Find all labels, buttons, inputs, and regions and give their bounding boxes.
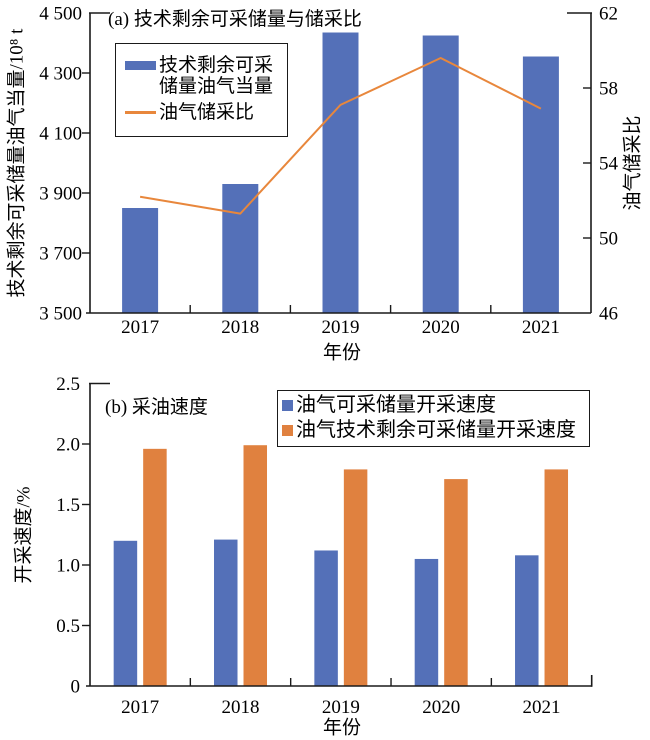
right-tick-label: 58 <box>599 79 618 100</box>
x-tick-label-2020: 2020 <box>422 317 460 338</box>
x-tick-label-2018: 2018 <box>222 697 260 718</box>
legend-entry-reserves-label: 技术剩余可采 储量油气当量 <box>159 55 273 97</box>
legend-ratio-label: 油气储采比 <box>159 102 255 123</box>
x-tick-label-2021: 2021 <box>523 697 561 718</box>
chart-a-left-axis-label: 技术剩余可采储量油气当量/10⁸ t <box>6 28 28 298</box>
line-reserve-production-ratio <box>139 57 542 215</box>
left-tick-label: 1.0 <box>56 556 80 577</box>
left-tick-label: 2.0 <box>56 435 80 456</box>
left-tick-label: 1.5 <box>56 495 80 516</box>
x-tick-label-2018: 2018 <box>221 317 259 338</box>
bar-remaining-rate-2018 <box>243 445 268 686</box>
x-tick-label-2021: 2021 <box>522 317 560 338</box>
right-tick-label: 46 <box>599 304 618 325</box>
chart-b-title: (b) 采油速度 <box>105 397 208 418</box>
bar-recoverable-rate-2018 <box>214 539 238 686</box>
blue-series-swatch <box>282 400 293 411</box>
legend-entry-recoverable-rate: 油气可采储量开采速度 <box>282 393 585 418</box>
orange-series-swatch <box>282 425 293 436</box>
bar-recoverable-rate-2021 <box>515 555 539 686</box>
bar-recoverable-rate-2019 <box>314 550 338 686</box>
bar-reserves-2018 <box>222 184 259 313</box>
x-tick-label-2019: 2019 <box>322 317 360 338</box>
chart-a-reserves-and-ratio: 3 500 3 700 3 900 4 100 4 300 4 500 46 50 54 58 62… <box>6 4 644 364</box>
bar-remaining-rate-2017 <box>143 448 167 686</box>
bar-series-swatch <box>125 61 156 70</box>
chart-a-x-axis-label: 年份 <box>322 342 362 364</box>
bar-reserves-2021 <box>522 56 559 313</box>
left-tick-label: 0.5 <box>56 616 80 637</box>
bar-remaining-rate-2020 <box>444 479 468 686</box>
legend-remaining-rate-label: 油气技术剩余可采储量开采速度 <box>296 419 576 441</box>
line-series-swatch <box>125 111 156 114</box>
left-tick-label: 0 <box>71 677 81 698</box>
x-tick-label-2017: 2017 <box>121 317 159 338</box>
chart-b-x-axis-label: 年份 <box>322 717 362 739</box>
right-tick-label: 62 <box>599 4 618 25</box>
chart-a-plot-area: 3 500 3 700 3 900 4 100 4 300 4 500 46 50 54 58 62… <box>39 4 619 339</box>
bar-recoverable-rate-2020 <box>414 558 439 686</box>
left-tick-label: 3 700 <box>39 244 82 265</box>
left-tick-label: 4 300 <box>39 64 82 85</box>
legend-entry-reserves: 技术剩余可采 储量油气当量 <box>125 55 283 97</box>
chart-a-title: (a) 技术剩余可采储量与储采比 <box>108 9 362 30</box>
chart-b-legend: 油气可采储量开采速度 油气技术剩余可采储量开采速度 <box>277 390 590 447</box>
bar-remaining-rate-2019 <box>343 469 368 686</box>
left-tick-label: 3 500 <box>39 304 82 325</box>
legend-reserves-line1: 技术剩余可采 <box>159 55 274 76</box>
x-tick-label-2020: 2020 <box>422 697 460 718</box>
chart-b-plot-area: 0 0.5 1.0 1.5 2.0 2.5 2017 2018 2019 2020 2021 <box>56 374 593 718</box>
x-tick-label-2017: 2017 <box>121 697 159 718</box>
left-tick-label: 4 100 <box>39 124 82 145</box>
left-tick-label: 3 900 <box>39 184 82 205</box>
chart-b-recovery-rate: 0 0.5 1.0 1.5 2.0 2.5 2017 2018 2019 2020 2021 (b)… <box>0 370 650 740</box>
chart-a-legend: 技术剩余可采 储量油气当量 油气储采比 <box>115 43 288 137</box>
bar-reserves-2020 <box>422 35 459 313</box>
left-tick-label: 4 500 <box>39 4 82 25</box>
left-tick-label: 2.5 <box>56 374 80 395</box>
chart-a-right-axis-label: 油气储采比 <box>622 115 644 211</box>
legend-recoverable-rate-label: 油气可采储量开采速度 <box>296 394 496 416</box>
legend-entry-ratio: 油气储采比 <box>125 102 283 123</box>
x-tick-label-2019: 2019 <box>322 697 360 718</box>
legend-entry-remaining-rate: 油气技术剩余可采储量开采速度 <box>282 418 585 443</box>
bar-recoverable-rate-2017 <box>113 540 138 686</box>
right-tick-label: 50 <box>599 229 618 250</box>
bar-reserves-2019 <box>322 32 359 313</box>
bar-reserves-2017 <box>122 208 159 313</box>
chart-b-left-axis-label: 开采速度/% <box>13 486 35 584</box>
right-tick-label: 54 <box>599 154 619 175</box>
legend-reserves-line2: 储量油气当量 <box>159 76 274 97</box>
bar-remaining-rate-2021 <box>544 469 569 686</box>
